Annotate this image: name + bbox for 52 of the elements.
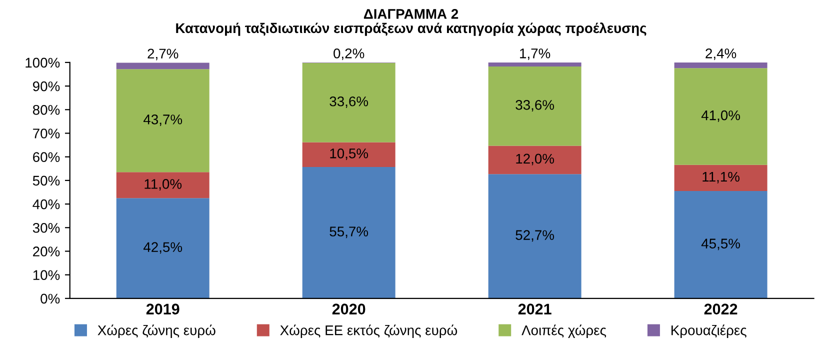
legend-label: Λοιπές χώρες xyxy=(522,324,606,338)
legend-label: Κρουαζιέρες xyxy=(672,324,746,338)
y-tick-label: 50% xyxy=(32,176,60,186)
chart-subtitle: Κατανομή ταξιδιωτικών εισπράξεων ανά κατηγορία χώρας προέλευσης xyxy=(176,22,646,36)
bar xyxy=(116,172,210,198)
data-label: 33,6% xyxy=(330,96,368,108)
bar xyxy=(488,174,582,298)
data-label: 11,0% xyxy=(144,179,182,191)
x-tick-label: 2021 xyxy=(518,304,552,315)
y-tick-label: 80% xyxy=(32,104,60,115)
data-label: 33,6% xyxy=(516,100,554,112)
data-label: 0,2% xyxy=(334,48,364,60)
bar xyxy=(116,62,210,70)
bar xyxy=(116,69,210,172)
data-label: 52,7% xyxy=(516,230,554,242)
x-tick-label: 2019 xyxy=(146,304,180,315)
y-tick-label: 60% xyxy=(33,152,60,162)
data-label: 45,5% xyxy=(701,238,740,250)
data-label: 12,0% xyxy=(516,154,554,166)
y-tick-label: 30% xyxy=(32,222,60,233)
bar xyxy=(674,164,768,192)
y-tick-label: 90% xyxy=(33,81,60,92)
x-tick-label: 2020 xyxy=(332,304,366,315)
data-label: 42,5% xyxy=(143,242,182,254)
y-tick-label: 70% xyxy=(33,128,60,138)
data-label: 10,5% xyxy=(330,148,368,160)
bar xyxy=(674,68,768,165)
data-label: 55,7% xyxy=(330,226,368,238)
y-tick-label: 20% xyxy=(33,246,60,256)
bar xyxy=(488,62,582,66)
data-label: 2,7% xyxy=(148,48,178,60)
data-label: 11,1% xyxy=(702,172,740,184)
bar xyxy=(302,62,396,142)
y-tick-label: 0% xyxy=(40,294,60,304)
y-tick-label: 10% xyxy=(33,270,60,280)
bar xyxy=(674,191,768,298)
bar xyxy=(674,62,768,68)
y-tick-label: 40% xyxy=(32,199,60,210)
data-label: 1,7% xyxy=(520,48,550,60)
bar xyxy=(116,198,210,298)
bar xyxy=(302,142,396,167)
chart-title: ΔΙΑΓΡΑΜΜΑ 2 xyxy=(364,9,458,19)
legend-label: Χώρες ζώνης ευρώ xyxy=(98,324,216,338)
bar xyxy=(488,66,582,146)
bar xyxy=(488,146,582,174)
data-label: 41,0% xyxy=(701,110,740,122)
x-tick-label: 2022 xyxy=(704,304,738,315)
bar xyxy=(302,166,396,298)
data-label: 43,7% xyxy=(143,114,182,126)
data-label: 2,4% xyxy=(706,48,736,60)
y-tick-label: 100% xyxy=(26,58,60,68)
legend-label: Χώρες ΕΕ εκτός ζώνης ευρώ xyxy=(280,324,458,338)
